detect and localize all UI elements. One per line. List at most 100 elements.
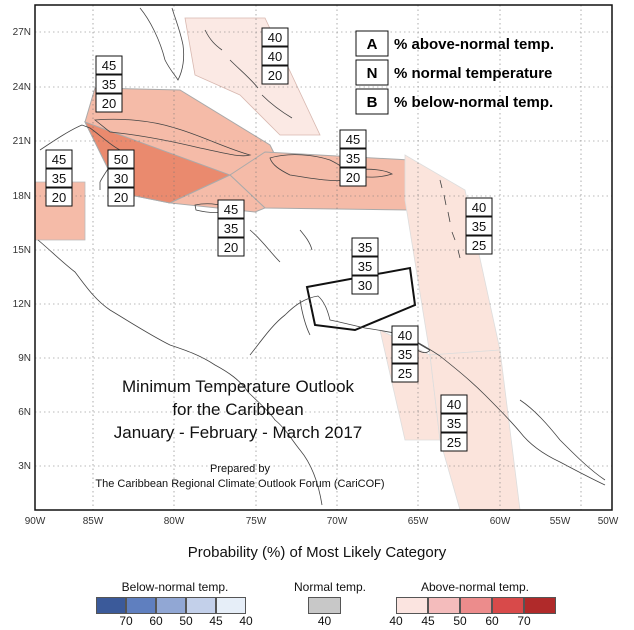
svg-text:35: 35 — [358, 259, 372, 274]
prob-box-cuba: 45 35 20 — [95, 55, 123, 113]
svg-text:20: 20 — [268, 68, 282, 83]
region-abc-islands — [305, 266, 417, 332]
svg-text:45: 45 — [224, 202, 238, 217]
svg-text:N: N — [367, 65, 378, 82]
prepared-by: Prepared by The Caribbean Regional Clima… — [95, 463, 384, 490]
latitude-labels: 27N 24N 21N 18N 15N 12N 9N 6N 3N — [13, 27, 31, 472]
svg-text:75W: 75W — [246, 516, 267, 527]
svg-text:35: 35 — [346, 151, 360, 166]
svg-text:70W: 70W — [327, 516, 348, 527]
svg-text:21N: 21N — [13, 136, 31, 147]
legend-tick-above-1: 45 — [421, 614, 435, 628]
map-frame — [34, 4, 613, 511]
svg-text:January - February - March 201: January - February - March 2017 — [114, 423, 363, 442]
svg-text:for the Caribbean: for the Caribbean — [172, 400, 303, 419]
svg-text:Prepared by: Prepared by — [210, 463, 270, 475]
prob-box-belize: 45 35 20 — [45, 149, 73, 207]
svg-text:% below-normal temp.: % below-normal temp. — [394, 94, 553, 111]
legend-title: Probability (%) of Most Likely Category — [187, 544, 447, 561]
svg-text:20: 20 — [52, 190, 66, 205]
svg-text:25: 25 — [472, 238, 486, 253]
svg-text:9N: 9N — [18, 353, 31, 364]
svg-text:45: 45 — [52, 152, 66, 167]
svg-text:A: A — [367, 36, 378, 53]
svg-text:18N: 18N — [13, 191, 31, 202]
svg-text:65W: 65W — [408, 516, 429, 527]
svg-text:20: 20 — [102, 96, 116, 111]
legend-swatch-above-4 — [524, 597, 556, 614]
legend-swatch-above-2 — [460, 597, 492, 614]
svg-text:50: 50 — [114, 152, 128, 167]
svg-text:40: 40 — [447, 397, 461, 412]
legend-normal-label: Normal temp. — [293, 580, 367, 594]
legend-tick-below-4: 40 — [239, 614, 253, 628]
svg-text:12N: 12N — [13, 299, 31, 310]
svg-text:B: B — [367, 94, 378, 111]
svg-text:3N: 3N — [18, 461, 31, 472]
svg-text:6N: 6N — [18, 407, 31, 418]
svg-text:35: 35 — [447, 416, 461, 431]
legend-swatch-below-3 — [186, 597, 216, 614]
legend-tick-below-0: 70 — [119, 614, 133, 628]
category-key: A % above-normal temp. N % normal temper… — [355, 30, 554, 115]
longitude-labels: 90W 85W 80W 75W 70W 65W 60W 55W 50W — [25, 516, 619, 527]
svg-text:35: 35 — [472, 219, 486, 234]
svg-text:35: 35 — [52, 171, 66, 186]
legend-swatch-normal-0 — [308, 597, 341, 614]
svg-text:35: 35 — [358, 240, 372, 255]
legend-tick-below-1: 60 — [149, 614, 163, 628]
svg-text:50W: 50W — [598, 516, 619, 527]
svg-text:24N: 24N — [13, 82, 31, 93]
svg-text:25: 25 — [398, 366, 412, 381]
legend-tick-above-3: 60 — [485, 614, 499, 628]
svg-text:27N: 27N — [13, 27, 31, 38]
prob-box-trinidad: 40 35 25 — [391, 325, 419, 383]
svg-text:40: 40 — [268, 30, 282, 45]
legend-swatch-above-1 — [428, 597, 460, 614]
svg-text:60W: 60W — [490, 516, 511, 527]
svg-text:% above-normal temp.: % above-normal temp. — [394, 36, 554, 53]
prob-box-cayman-jamaica: 50 30 20 — [107, 149, 135, 207]
svg-text:25: 25 — [447, 435, 461, 450]
svg-text:35: 35 — [224, 221, 238, 236]
prob-box-florida-bahamas: 40 40 20 — [261, 27, 289, 85]
svg-text:35: 35 — [102, 77, 116, 92]
svg-text:30: 30 — [114, 171, 128, 186]
legend-tick-below-2: 50 — [179, 614, 193, 628]
legend-tick-above-2: 50 — [453, 614, 467, 628]
svg-text:55W: 55W — [550, 516, 571, 527]
svg-text:35: 35 — [398, 347, 412, 362]
svg-text:20: 20 — [224, 240, 238, 255]
legend-swatch-above-0 — [396, 597, 428, 614]
svg-text:Minimum Temperature Outlook: Minimum Temperature Outlook — [122, 377, 355, 396]
legend-below-label: Below-normal temp. — [121, 580, 229, 594]
legend-swatch-above-3 — [492, 597, 524, 614]
prob-box-south-jamaica: 45 35 20 — [217, 199, 245, 257]
svg-text:30: 30 — [358, 278, 372, 293]
legend-tick-above-4: 70 — [517, 614, 531, 628]
svg-text:40: 40 — [472, 200, 486, 215]
legend-swatch-below-4 — [216, 597, 246, 614]
prob-box-abc-islands: 35 35 30 — [351, 237, 379, 295]
svg-text:45: 45 — [102, 58, 116, 73]
svg-text:45: 45 — [346, 132, 360, 147]
graticule — [35, 5, 612, 510]
svg-text:20: 20 — [114, 190, 128, 205]
svg-text:85W: 85W — [83, 516, 104, 527]
prob-box-hispaniola-pr: 45 35 20 — [339, 129, 367, 187]
prob-box-guianas: 40 35 25 — [440, 394, 468, 452]
svg-text:40: 40 — [398, 328, 412, 343]
legend-swatch-below-0 — [96, 597, 126, 614]
legend-swatch-below-2 — [156, 597, 186, 614]
svg-text:90W: 90W — [25, 516, 46, 527]
svg-text:20: 20 — [346, 170, 360, 185]
legend-tick-above-0: 40 — [389, 614, 403, 628]
map-title: Minimum Temperature Outlook for the Cari… — [114, 377, 363, 442]
prob-box-eastern-caribbean: 40 35 25 — [465, 197, 493, 255]
svg-text:% normal temperature: % normal temperature — [394, 65, 552, 82]
legend-above-label: Above-normal temp. — [420, 580, 530, 594]
legend-tick-below-3: 45 — [209, 614, 223, 628]
svg-text:40: 40 — [268, 49, 282, 64]
caribbean-outlook-map: 27N 24N 21N 18N 15N 12N 9N 6N 3N 90W 85W… — [13, 4, 619, 527]
svg-text:80W: 80W — [164, 516, 185, 527]
